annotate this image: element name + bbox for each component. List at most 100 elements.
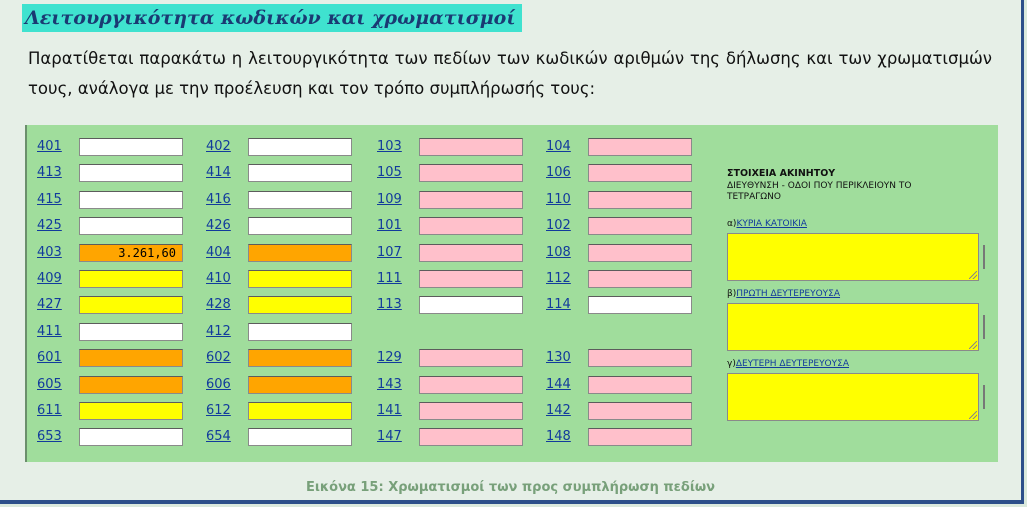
field-403[interactable]: 3.261,60: [79, 243, 183, 262]
code-link-113[interactable]: 113: [377, 297, 402, 313]
code-link-142[interactable]: 142: [546, 403, 571, 418]
code-link-425[interactable]: 425: [37, 218, 62, 234]
code-link-428[interactable]: 428: [206, 297, 231, 313]
field-428[interactable]: [248, 296, 352, 315]
code-link-111[interactable]: 111: [377, 271, 402, 286]
field-411[interactable]: [79, 322, 183, 341]
code-link-403[interactable]: 403: [37, 244, 62, 260]
scrollbar[interactable]: [983, 385, 985, 409]
field-144[interactable]: [588, 375, 692, 394]
field-401[interactable]: [79, 138, 183, 156]
first-secondary-link[interactable]: ΠΡΩΤΗ ΔΕΥΤΕΡΕΥΟΥΣΑ: [736, 289, 841, 299]
code-link-601[interactable]: 601: [37, 350, 62, 366]
resize-grip-icon[interactable]: [969, 271, 977, 279]
field-404[interactable]: [248, 243, 352, 262]
code-link-412[interactable]: 412: [206, 323, 231, 339]
main-residence-link[interactable]: ΚΥΡΙΑ ΚΑΤΟΙΚΙΑ: [736, 219, 807, 229]
field-427[interactable]: [79, 296, 183, 315]
code-link-114[interactable]: 114: [546, 297, 571, 313]
code-link-415[interactable]: 415: [37, 191, 62, 207]
code-link-103[interactable]: 103: [377, 139, 402, 154]
field-413[interactable]: [79, 164, 183, 183]
code-link-416[interactable]: 416: [206, 191, 231, 207]
code-link-410[interactable]: 410: [206, 271, 231, 286]
field-654[interactable]: [248, 428, 352, 447]
code-link-404[interactable]: 404: [206, 244, 231, 260]
code-link-611[interactable]: 611: [37, 403, 62, 418]
code-link-653[interactable]: 653: [37, 429, 62, 445]
code-link-414[interactable]: 414: [206, 165, 231, 181]
code-link-411[interactable]: 411: [37, 323, 62, 339]
field-410[interactable]: [248, 270, 352, 288]
code-link-413[interactable]: 413: [37, 165, 62, 181]
second-secondary-textarea[interactable]: [727, 373, 979, 421]
field-105[interactable]: [419, 164, 523, 183]
field-130[interactable]: [588, 349, 692, 368]
code-link-606[interactable]: 606: [206, 376, 231, 392]
code-link-105[interactable]: 105: [377, 165, 402, 181]
main-residence-textarea[interactable]: [727, 233, 979, 281]
field-602[interactable]: [248, 349, 352, 368]
field-415[interactable]: [79, 190, 183, 209]
code-link-106[interactable]: 106: [546, 165, 571, 181]
code-link-110[interactable]: 110: [546, 191, 571, 207]
field-106[interactable]: [588, 164, 692, 183]
field-605[interactable]: [79, 375, 183, 394]
second-secondary-link[interactable]: ΔΕΥΤΕΡΗ ΔΕΥΤΕΡΕΥΟΥΣΑ: [735, 359, 849, 369]
field-101[interactable]: [419, 217, 523, 236]
code-link-147[interactable]: 147: [377, 429, 402, 445]
code-link-426[interactable]: 426: [206, 218, 231, 234]
field-612[interactable]: [248, 402, 352, 420]
field-129[interactable]: [419, 349, 523, 368]
code-link-129[interactable]: 129: [377, 350, 402, 366]
scrollbar[interactable]: [983, 245, 985, 269]
field-402[interactable]: [248, 138, 352, 156]
field-416[interactable]: [248, 190, 352, 209]
code-link-109[interactable]: 109: [377, 191, 402, 207]
field-113[interactable]: [419, 296, 523, 315]
code-link-401[interactable]: 401: [37, 139, 62, 154]
code-link-409[interactable]: 409: [37, 271, 62, 286]
field-141[interactable]: [419, 402, 523, 420]
field-107[interactable]: [419, 243, 523, 262]
field-147[interactable]: [419, 428, 523, 447]
code-link-143[interactable]: 143: [377, 376, 402, 392]
code-link-602[interactable]: 602: [206, 350, 231, 366]
code-link-144[interactable]: 144: [546, 376, 571, 392]
resize-grip-icon[interactable]: [969, 341, 977, 349]
field-111[interactable]: [419, 270, 523, 288]
code-link-107[interactable]: 107: [377, 244, 402, 260]
field-414[interactable]: [248, 164, 352, 183]
field-104[interactable]: [588, 138, 692, 156]
code-link-104[interactable]: 104: [546, 139, 571, 154]
field-426[interactable]: [248, 217, 352, 236]
code-link-612[interactable]: 612: [206, 403, 231, 418]
first-secondary-textarea[interactable]: [727, 303, 979, 351]
field-108[interactable]: [588, 243, 692, 262]
field-601[interactable]: [79, 349, 183, 368]
field-148[interactable]: [588, 428, 692, 447]
field-425[interactable]: [79, 217, 183, 236]
field-611[interactable]: [79, 402, 183, 420]
field-114[interactable]: [588, 296, 692, 315]
field-606[interactable]: [248, 375, 352, 394]
field-112[interactable]: [588, 270, 692, 288]
field-653[interactable]: [79, 428, 183, 447]
code-link-102[interactable]: 102: [546, 218, 571, 234]
code-link-130[interactable]: 130: [546, 350, 571, 366]
code-link-427[interactable]: 427: [37, 297, 62, 313]
field-143[interactable]: [419, 375, 523, 394]
code-link-148[interactable]: 148: [546, 429, 571, 445]
scrollbar[interactable]: [983, 315, 985, 339]
field-142[interactable]: [588, 402, 692, 420]
field-110[interactable]: [588, 190, 692, 209]
code-link-402[interactable]: 402: [206, 139, 231, 154]
code-link-101[interactable]: 101: [377, 218, 402, 234]
field-412[interactable]: [248, 322, 352, 341]
field-103[interactable]: [419, 138, 523, 156]
field-102[interactable]: [588, 217, 692, 236]
code-link-108[interactable]: 108: [546, 244, 571, 260]
field-109[interactable]: [419, 190, 523, 209]
field-409[interactable]: [79, 270, 183, 288]
code-link-112[interactable]: 112: [546, 271, 571, 286]
